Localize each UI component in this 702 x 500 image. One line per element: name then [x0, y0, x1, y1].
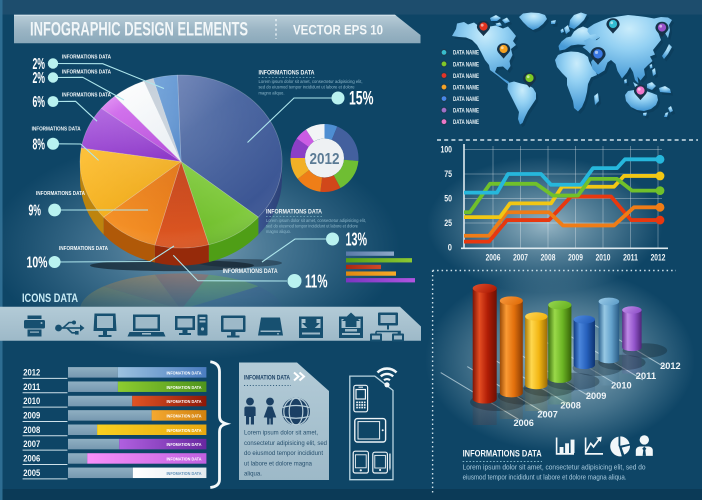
svg-text:2010: 2010 [596, 253, 611, 263]
svg-text:2012: 2012 [651, 253, 666, 263]
svg-text:aliqua.: aliqua. [244, 471, 262, 478]
svg-text:sed do eiusmod tempor incididu: sed do eiusmod tempor incididunt ut labo… [266, 223, 358, 228]
svg-text:0: 0 [448, 243, 452, 254]
svg-text:INFORMATIONS DATA: INFORMATIONS DATA [36, 191, 85, 197]
svg-text:INFOMATION DATA: INFOMATION DATA [167, 370, 203, 375]
svg-text:ut labore et dolore magna: ut labore et dolore magna [244, 460, 312, 467]
svg-text:consectetur adipisicing elit,: consectetur adipisicing elit, sed [244, 440, 327, 447]
svg-text:do eiusmod tempor incididunt: do eiusmod tempor incididunt [244, 450, 323, 457]
svg-text:2006: 2006 [486, 253, 501, 263]
svg-text:2006: 2006 [513, 418, 534, 428]
svg-text:DATA NAME: DATA NAME [453, 107, 479, 114]
svg-text:INFOMATION DATA: INFOMATION DATA [167, 428, 203, 433]
svg-text:9%: 9% [29, 203, 42, 220]
svg-text:INFOMATION DATA: INFOMATION DATA [167, 413, 203, 418]
svg-text:75: 75 [444, 169, 452, 180]
svg-text:sed do eiusmod tempor incididu: sed do eiusmod tempor incididunt ut labo… [259, 85, 355, 90]
svg-text:2010: 2010 [23, 396, 40, 406]
svg-text:magno aliquo.: magno aliquo. [259, 90, 285, 95]
svg-text:INFORMATIONS DATA: INFORMATIONS DATA [62, 93, 111, 99]
svg-text:INFORMATIONS DATA: INFORMATIONS DATA [266, 210, 323, 216]
svg-text:DATA NAME: DATA NAME [453, 61, 479, 68]
svg-text:INFORMATIONS DATA: INFORMATIONS DATA [463, 449, 543, 459]
svg-text:2007: 2007 [23, 439, 40, 449]
svg-text:INFORMATIONS DATA: INFORMATIONS DATA [259, 71, 316, 77]
svg-text:2%: 2% [33, 70, 46, 87]
svg-text:INFOGRAPHIC DESIGN ELEMENTS: INFOGRAPHIC DESIGN ELEMENTS [30, 20, 248, 41]
svg-text:Lorem ipsum dolor sit amet, co: Lorem ipsum dolor sit amet, consectetur … [266, 218, 366, 223]
svg-text:2011: 2011 [636, 371, 657, 381]
svg-text:2012: 2012 [310, 151, 340, 168]
svg-text:INFOMATION DATA: INFOMATION DATA [244, 375, 290, 382]
svg-text:2010: 2010 [611, 380, 632, 390]
svg-text:6%: 6% [33, 94, 46, 111]
svg-text:2006: 2006 [23, 454, 40, 464]
svg-text:INFOMATION DATA: INFOMATION DATA [167, 457, 203, 462]
svg-text:11%: 11% [305, 272, 328, 292]
svg-text:25: 25 [444, 218, 452, 229]
svg-text:8%: 8% [33, 136, 46, 153]
svg-text:2007: 2007 [513, 253, 528, 263]
svg-text:INFOMATION DATA: INFOMATION DATA [167, 385, 203, 390]
svg-text:INFORMATIONS DATA: INFORMATIONS DATA [32, 127, 81, 133]
svg-text:INFOMATION DATA: INFOMATION DATA [167, 442, 203, 447]
svg-text:Lorem ipsum dolor sit amet,: Lorem ipsum dolor sit amet, [244, 430, 318, 437]
svg-text:2009: 2009 [23, 410, 40, 420]
svg-text:2008: 2008 [541, 253, 556, 263]
svg-text:15%: 15% [349, 89, 374, 110]
svg-text:Lorem ipsum dolor sit amet, co: Lorem ipsum dolor sit amet, consectetur … [463, 465, 646, 472]
svg-text:DATA NAME: DATA NAME [453, 96, 479, 103]
svg-text:magno aliquo.: magno aliquo. [266, 229, 291, 234]
svg-text:DATA NAME: DATA NAME [453, 73, 479, 80]
svg-text:2012: 2012 [660, 361, 681, 371]
svg-text:2009: 2009 [586, 391, 607, 401]
svg-text:50: 50 [444, 194, 452, 205]
svg-text:INFORMATIONS DATA: INFORMATIONS DATA [223, 269, 279, 275]
svg-text:2005: 2005 [23, 468, 40, 478]
svg-text:2007: 2007 [537, 410, 558, 420]
svg-text:2008: 2008 [560, 400, 581, 410]
svg-text:ICONS DATA: ICONS DATA [22, 293, 78, 305]
svg-text:2008: 2008 [23, 425, 40, 435]
svg-text:INFOMATION DATA: INFOMATION DATA [167, 471, 203, 476]
svg-text:13%: 13% [346, 230, 368, 250]
svg-text:DATA NAME: DATA NAME [453, 119, 479, 126]
svg-text:2011: 2011 [623, 253, 638, 263]
svg-text:INFORMATIONS DATA: INFORMATIONS DATA [59, 246, 108, 252]
svg-text:VECTOR EPS 10: VECTOR EPS 10 [293, 22, 383, 38]
svg-text:INFORMATIONS DATA: INFORMATIONS DATA [62, 55, 111, 61]
svg-text:Lorem ipsum dolor sit amet, co: Lorem ipsum dolor sit amet, consectetur … [259, 79, 363, 84]
svg-text:2012: 2012 [23, 367, 40, 377]
svg-text:INFOMATION DATA: INFOMATION DATA [167, 399, 203, 404]
svg-text:10%: 10% [27, 255, 48, 272]
svg-text:2011: 2011 [23, 382, 40, 392]
svg-text:2009: 2009 [568, 253, 583, 263]
svg-text:DATA NAME: DATA NAME [453, 84, 479, 91]
svg-text:DATA NAME: DATA NAME [453, 50, 479, 57]
svg-text:100: 100 [441, 145, 453, 156]
svg-text:2%: 2% [33, 56, 46, 73]
svg-text:eiusmod tempor incididunt ut l: eiusmod tempor incididunt ut labore et d… [463, 475, 627, 482]
svg-text:INFORMATIONS DATA: INFORMATIONS DATA [62, 70, 111, 76]
